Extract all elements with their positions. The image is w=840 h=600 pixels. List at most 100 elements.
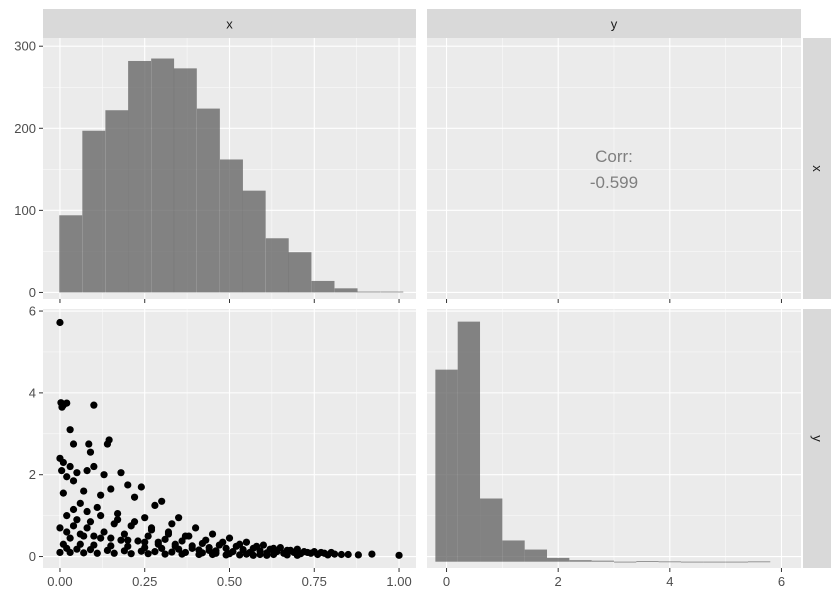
x-histogram-bar [105,110,129,293]
scatter-point [73,516,81,524]
scatter-point [59,489,67,497]
scatter-point [93,549,101,557]
scatter-point [337,550,345,559]
x-histogram-bar [82,130,106,293]
scatter-point [100,471,108,479]
scatter-point [168,520,176,528]
scatter-point [171,542,179,550]
y-histogram-bar [457,321,481,562]
y-histogram-x-tick-label: 6 [778,574,785,589]
x-histogram-bar [380,291,404,293]
scatter-point [59,458,67,467]
scatter-point [63,399,71,407]
scatter-point [63,512,71,520]
scatter-point [236,551,244,559]
scatter-x-tick-label: 0.50 [217,574,242,589]
x-histogram-bar [128,60,152,293]
marks-layer [56,58,771,563]
y-histogram-bar [569,560,592,562]
scatter-point [127,550,135,558]
scatter-point [164,528,173,536]
strip-right-x-label: x [810,165,825,172]
scatter-point [69,522,78,530]
scatter-point [105,436,113,444]
y-histogram-bar [547,557,570,562]
scatter-point [242,550,251,558]
scatter-point [73,545,81,553]
y-histogram-bar [524,549,548,562]
scatter-point [269,550,278,559]
scatter-point [83,467,91,475]
x-histogram-bar [242,190,266,293]
y-histogram-bar [614,561,637,563]
y-histogram-bar [435,369,458,562]
scatter-point [97,512,105,520]
scatter-point [263,551,271,559]
scatter-point [117,536,125,544]
scatter-point [69,477,78,485]
scatter-y-tick-label: 4 [29,385,36,400]
scatter-point [178,550,186,558]
scatter-point [107,485,115,493]
x-histogram-bar [196,108,220,293]
scatter-point [97,534,105,542]
scatter-point [195,550,203,559]
scatter-point [158,497,166,505]
scatter-point [395,551,403,559]
scatter-point [307,549,315,557]
scatter-point [90,401,98,409]
scatter-point [222,544,230,552]
scatter-point [181,532,190,540]
scatter-point [66,534,74,542]
scatter-point [80,549,88,557]
scatter-y-tick-label: 2 [29,467,36,482]
scatter-point [154,540,162,548]
scatter-point [208,530,217,538]
scatter-point [242,538,251,546]
scatter-point [168,548,176,556]
scatter-point [256,550,264,559]
scatter-point [117,469,125,477]
scatter-point [85,440,93,448]
scatter-point [368,550,376,558]
strip-right-x [803,38,831,299]
y-histogram-x-tick-label: 2 [555,574,562,589]
scatter-y-tick-label: 0 [29,549,36,564]
grid-layer [43,38,801,568]
y-histogram-bar [747,561,771,563]
scatter-point [225,534,234,542]
x-histogram-bar [59,215,83,293]
scatter-point [314,550,322,559]
scatter-point [83,507,91,516]
scatter-x-tick-label: 0.75 [302,574,327,589]
scatter-point [86,518,95,526]
scatter-point [120,530,128,538]
scatter-point [344,550,352,559]
scatter-x-tick-label: 1.00 [386,574,411,589]
y-histogram-bar [502,540,525,562]
scatter-point [90,462,98,471]
scatter-point [66,548,74,557]
scatter-point [293,551,301,559]
x-histogram-bar [288,252,312,293]
scatter-point [69,505,78,514]
scatter-point [56,318,64,327]
scatter-point [86,448,95,456]
scatter-point [144,532,152,540]
scatter-x-tick-label: 0.00 [47,574,72,589]
scatter-point [97,491,105,499]
scatter-point [222,551,230,559]
scatter-point [161,550,169,558]
scatter-point [83,524,91,532]
scatter-point [331,550,339,558]
strip-top-y [427,9,801,38]
x-histogram-y-tick-label: 0 [29,285,36,300]
x-histogram-bar [357,291,381,293]
scatter-point [58,403,66,411]
scatter-y-tick-label: 6 [29,304,36,319]
scatter-point [141,514,149,522]
scatter-point [161,535,169,543]
scatter-point [90,532,98,540]
scatter-point [137,483,145,491]
